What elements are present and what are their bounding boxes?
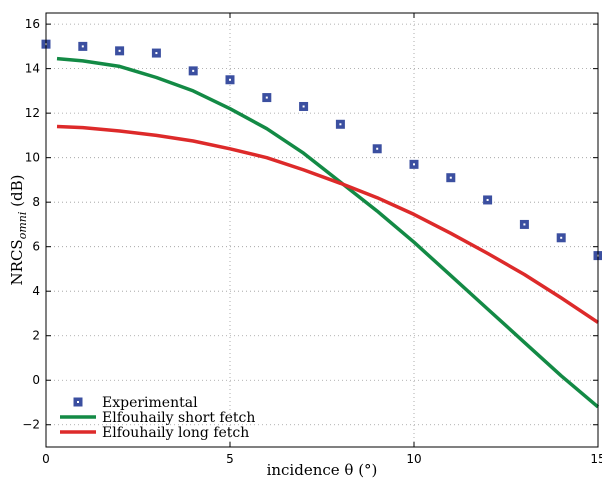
y-axis-label: NRCSomni (dB) (8, 175, 29, 286)
series-line-elfouhaily-long-fetch (56, 124, 599, 324)
legend-label: Elfouhaily long fetch (102, 425, 249, 441)
y-axis-label-main: NRCS (8, 239, 26, 285)
x-tick-label: 0 (42, 452, 50, 466)
y-tick-label: 16 (25, 17, 40, 31)
x-tick-label: 15 (590, 452, 602, 466)
y-tick-label: 10 (25, 151, 40, 165)
y-tick-label: 4 (32, 284, 40, 298)
y-tick-label: 6 (32, 240, 40, 254)
data-point-center (560, 236, 563, 239)
y-axis-label-subscript: omni (16, 212, 29, 240)
y-tick-label: 12 (25, 106, 40, 120)
legend-label: Elfouhaily short fetch (102, 410, 255, 426)
data-point-center (523, 223, 526, 226)
data-point-center (486, 198, 489, 201)
y-tick-label: 0 (32, 373, 40, 387)
series-layer (41, 39, 602, 409)
legend-swatch-marker-center (77, 401, 79, 403)
grid (45, 13, 599, 447)
ticks: 0 5 10 15 −2 0 2 4 6 8 10 12 14 16 (22, 13, 602, 466)
x-tick-label: 5 (226, 452, 234, 466)
data-point-center (302, 105, 305, 108)
data-point-center (449, 176, 452, 179)
y-axis-label-suffix: (dB) (8, 175, 26, 212)
y-tick-label: 14 (25, 62, 40, 76)
data-point-center (192, 69, 195, 72)
data-point-center (413, 163, 415, 166)
data-point-center (265, 96, 268, 99)
y-tick-label: 8 (32, 195, 40, 209)
data-point-center (376, 147, 379, 150)
data-point-center (155, 52, 158, 55)
data-point-center (118, 49, 121, 52)
series-line-elfouhaily-short-fetch (56, 56, 600, 409)
data-point-center (339, 123, 342, 126)
legend-label: Experimental (102, 395, 198, 411)
data-point-center (229, 78, 231, 81)
data-point-center (81, 45, 84, 48)
x-tick-label: 10 (406, 452, 421, 466)
y-tick-label: 2 (32, 329, 40, 343)
plot-frame (45, 12, 599, 448)
x-axis-label: incidence θ (°) (267, 461, 378, 479)
y-tick-label: −2 (22, 418, 40, 432)
